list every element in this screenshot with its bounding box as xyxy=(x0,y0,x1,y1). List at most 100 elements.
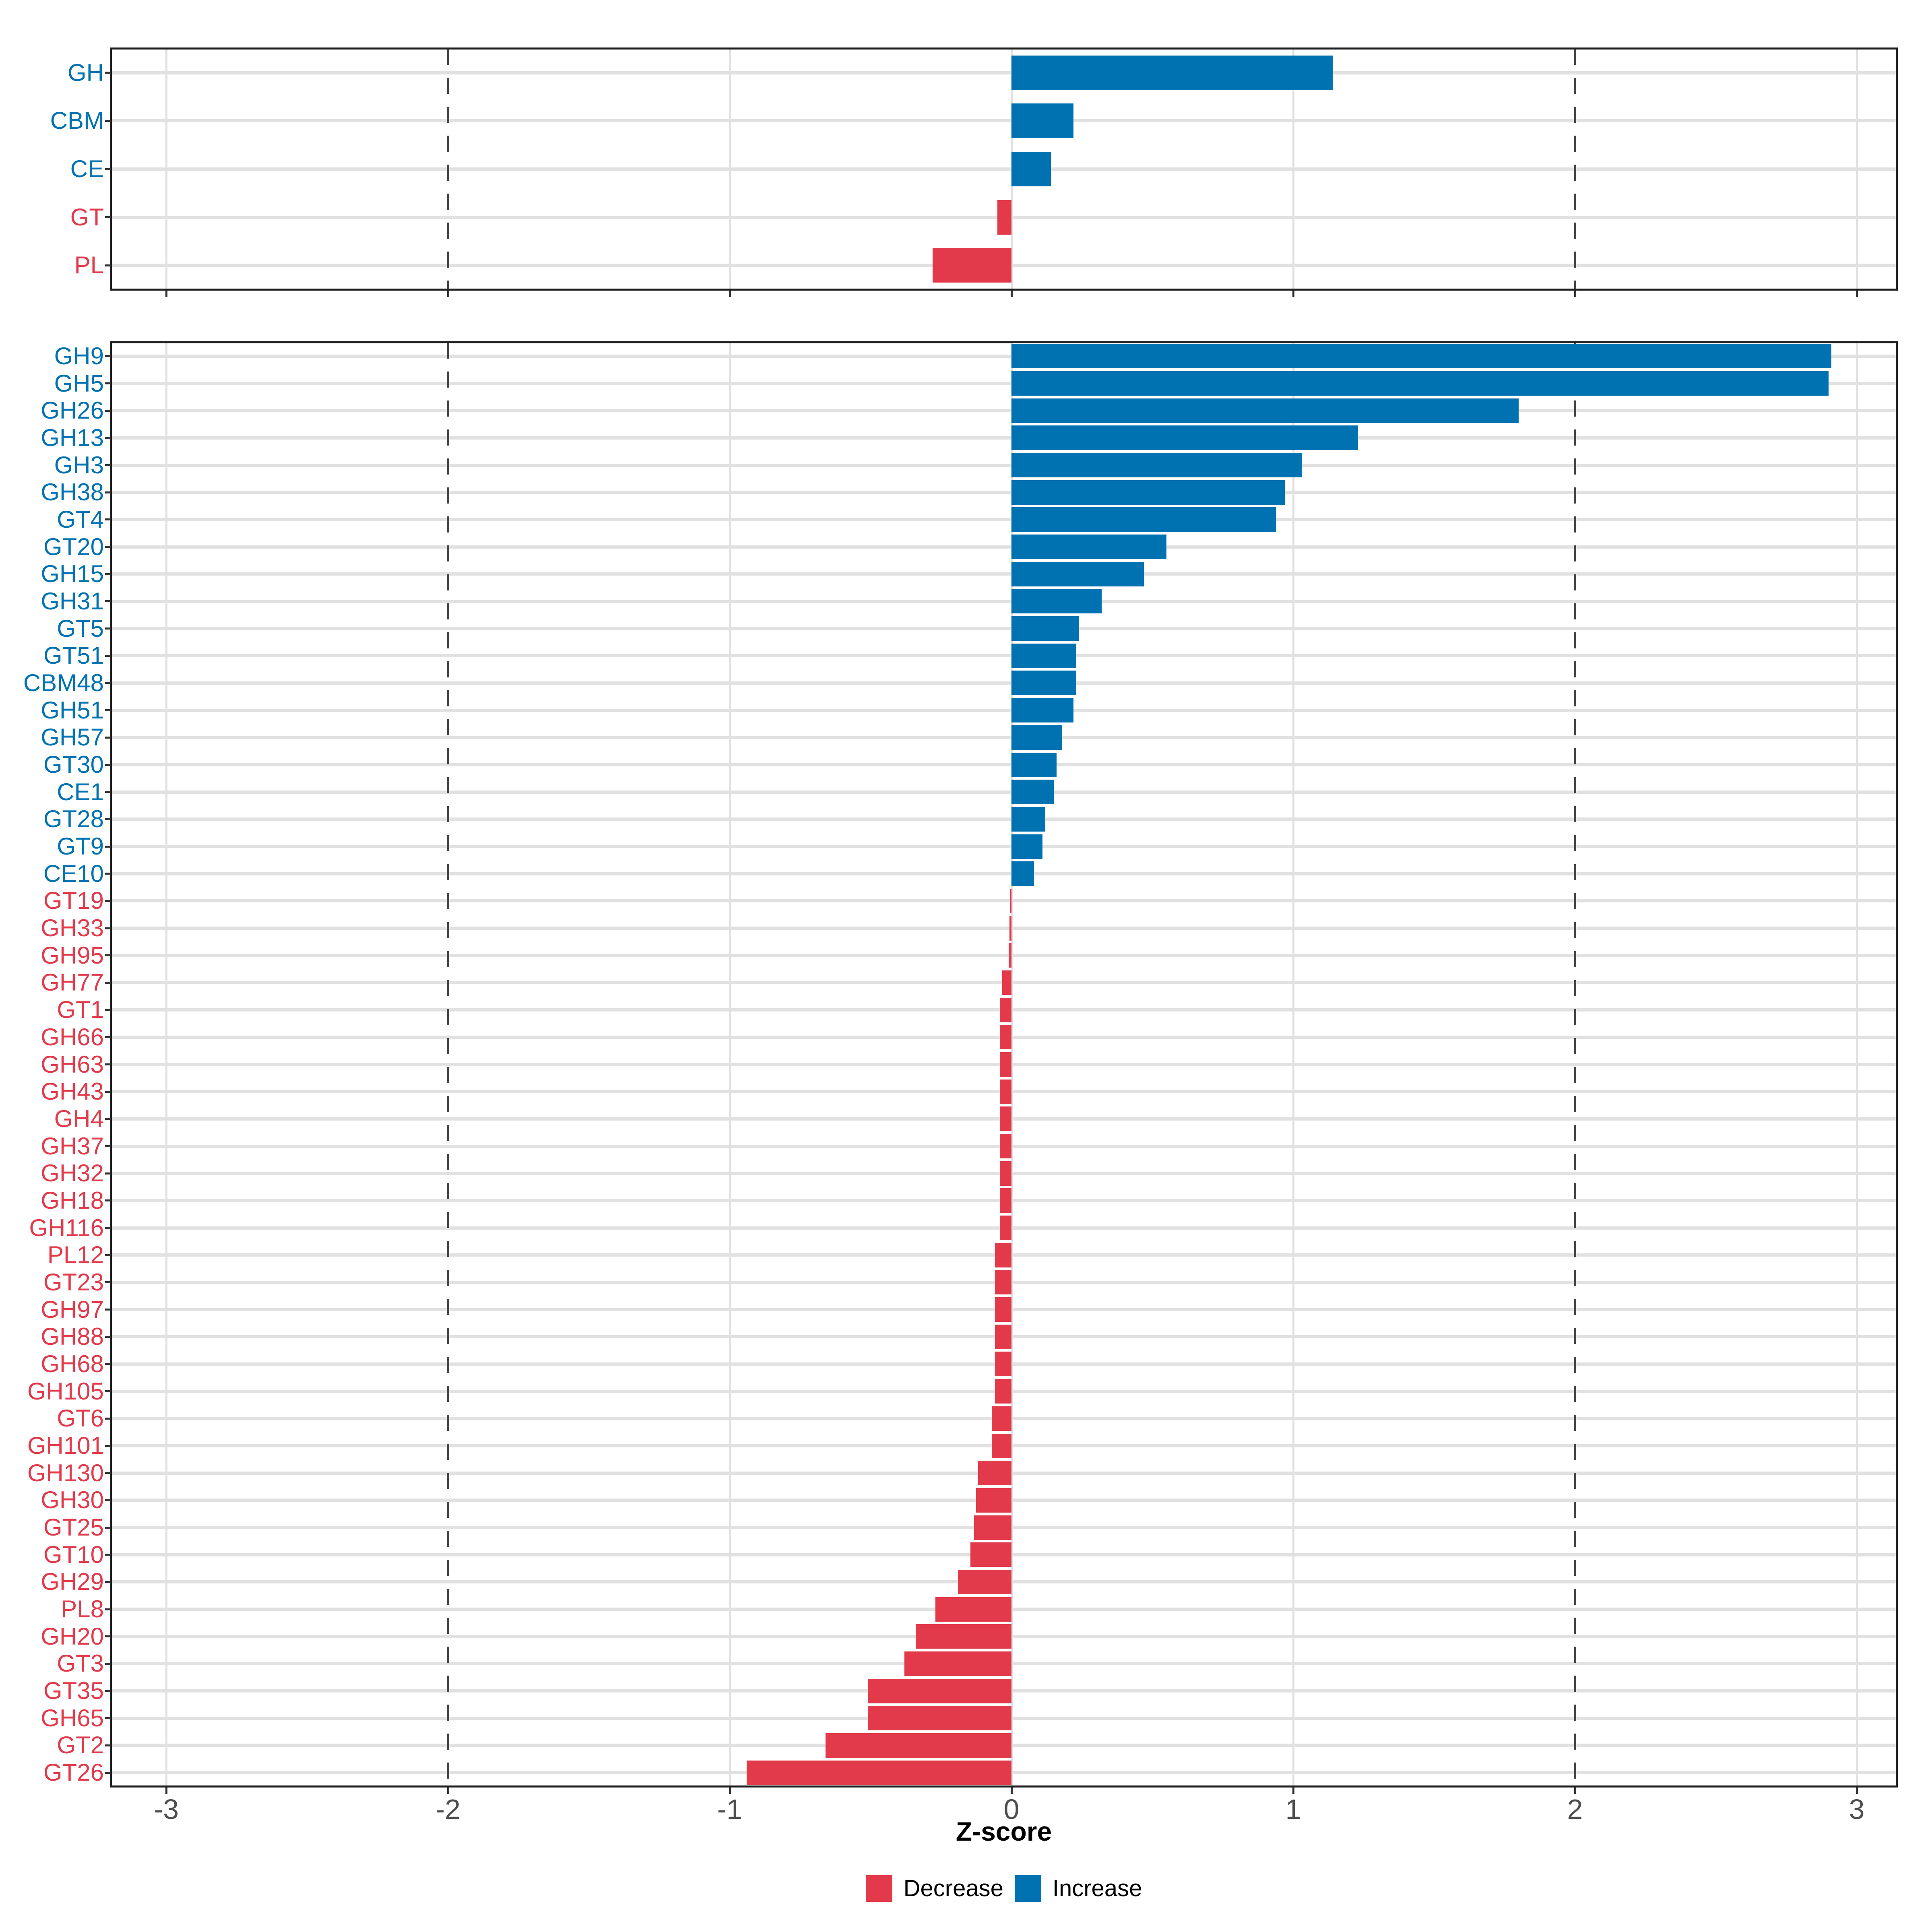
y-axis-tick xyxy=(105,1063,111,1065)
family-panel xyxy=(111,343,1897,1786)
y-axis-tick xyxy=(105,1227,111,1229)
bar-GT25 xyxy=(974,1515,1011,1540)
row-gridline xyxy=(111,708,1897,712)
y-axis-label-GH4: GH4 xyxy=(54,1105,104,1132)
y-axis-label-GH15: GH15 xyxy=(41,560,104,588)
y-axis-label-GT19: GT19 xyxy=(43,887,104,914)
y-axis-label-GT3: GT3 xyxy=(57,1650,104,1677)
row-gridline xyxy=(111,954,1897,957)
row-gridline xyxy=(111,436,1897,440)
row-gridline xyxy=(111,899,1897,903)
bar-GT10 xyxy=(970,1542,1011,1567)
reference-line-dashed xyxy=(1574,49,1576,289)
bar-PL12 xyxy=(995,1243,1011,1267)
y-axis-label-GH33: GH33 xyxy=(41,914,104,942)
y-axis-label-CBM: CBM xyxy=(50,107,104,134)
y-axis-label-GH9: GH9 xyxy=(54,342,104,369)
x-axis-tick xyxy=(729,291,731,297)
y-axis-tick xyxy=(105,627,111,630)
row-gridline xyxy=(111,409,1897,413)
y-axis-label-GT2: GT2 xyxy=(57,1732,104,1759)
bar-GH95 xyxy=(1009,943,1011,968)
bar-GH18 xyxy=(999,1188,1011,1213)
bar-GH68 xyxy=(995,1352,1011,1377)
bar-GH9 xyxy=(1011,344,1831,369)
legend-label-increase: Increase xyxy=(1052,1875,1142,1901)
y-axis-tick xyxy=(105,1172,111,1174)
x-gridline xyxy=(1856,49,1858,289)
y-axis-tick xyxy=(105,764,111,766)
y-axis-label-CBM48: CBM48 xyxy=(23,669,104,696)
row-gridline xyxy=(111,463,1897,467)
x-axis-tick xyxy=(447,1788,449,1794)
y-axis-label-GH5: GH5 xyxy=(54,369,104,397)
increase-swatch xyxy=(1014,1875,1041,1902)
y-axis-tick xyxy=(105,736,111,739)
row-gridline xyxy=(111,736,1897,739)
bar-GT9 xyxy=(1011,834,1042,859)
y-axis-tick xyxy=(105,1363,111,1365)
bar-GH51 xyxy=(1011,698,1073,723)
row-gridline xyxy=(111,71,1897,74)
y-axis-tick xyxy=(105,72,111,74)
row-gridline xyxy=(111,518,1897,521)
x-axis-tick-label: -1 xyxy=(717,1794,743,1825)
row-gridline xyxy=(111,654,1897,658)
y-axis-tick xyxy=(105,1635,111,1638)
row-gridline xyxy=(111,167,1897,171)
y-axis-tick xyxy=(105,845,111,848)
x-axis-tick xyxy=(1856,1788,1858,1794)
bar-CE10 xyxy=(1011,861,1034,886)
bar-GT5 xyxy=(1011,616,1079,641)
bar-GT2 xyxy=(826,1733,1011,1758)
x-axis-tick-label: 1 xyxy=(1285,1794,1301,1825)
bar-GH77 xyxy=(1002,970,1011,995)
y-axis-label-GH51: GH51 xyxy=(41,696,104,724)
bar-GT6 xyxy=(992,1406,1011,1431)
y-axis-label-GH3: GH3 xyxy=(54,451,104,479)
bar-GH65 xyxy=(868,1706,1011,1731)
y-axis-label-GT5: GT5 xyxy=(57,615,104,642)
y-axis-label-GT51: GT51 xyxy=(43,642,104,669)
x-axis-tick xyxy=(1856,291,1858,297)
bar-GH3 xyxy=(1011,453,1302,478)
bar-GH101 xyxy=(992,1433,1011,1458)
y-axis-tick xyxy=(105,791,111,793)
y-axis-tick xyxy=(105,981,111,984)
row-gridline xyxy=(111,382,1897,385)
y-axis-tick xyxy=(105,1717,111,1719)
y-axis-label-GT23: GT23 xyxy=(43,1268,104,1296)
bar-GH33 xyxy=(1009,916,1011,941)
x-axis-tick-label: 0 xyxy=(1003,1794,1020,1825)
y-axis-tick xyxy=(105,1145,111,1148)
bar-GH43 xyxy=(999,1079,1011,1104)
y-axis-tick xyxy=(105,1771,111,1774)
row-gridline xyxy=(111,790,1897,794)
y-axis-tick xyxy=(105,1036,111,1038)
y-axis-label-GT26: GT26 xyxy=(43,1759,104,1786)
y-axis-label-GH88: GH88 xyxy=(41,1323,104,1350)
y-axis-tick xyxy=(105,682,111,684)
legend: Decrease Increase xyxy=(111,1875,1897,1902)
y-axis-tick xyxy=(105,355,111,357)
bar-GT20 xyxy=(1011,535,1166,559)
bar-GH88 xyxy=(995,1324,1011,1349)
y-axis-label-GH66: GH66 xyxy=(41,1023,104,1051)
y-axis-label-GT1: GT1 xyxy=(57,996,104,1024)
bar-CE xyxy=(1011,152,1051,186)
bar-GH15 xyxy=(1011,561,1144,586)
bar-GH20 xyxy=(916,1624,1011,1649)
y-axis-tick xyxy=(105,491,111,493)
decrease-swatch xyxy=(865,1875,892,1902)
y-axis-tick xyxy=(105,216,111,219)
y-axis-tick xyxy=(105,1472,111,1474)
bar-GH4 xyxy=(999,1106,1011,1131)
y-axis-label-GT10: GT10 xyxy=(43,1541,104,1568)
y-axis-tick xyxy=(105,264,111,266)
x-gridline xyxy=(165,343,167,1786)
y-axis-label-GH68: GH68 xyxy=(41,1350,104,1377)
legend-label-decrease: Decrease xyxy=(903,1875,1003,1901)
y-axis-label-GT20: GT20 xyxy=(43,533,104,560)
bar-GT35 xyxy=(868,1678,1011,1703)
